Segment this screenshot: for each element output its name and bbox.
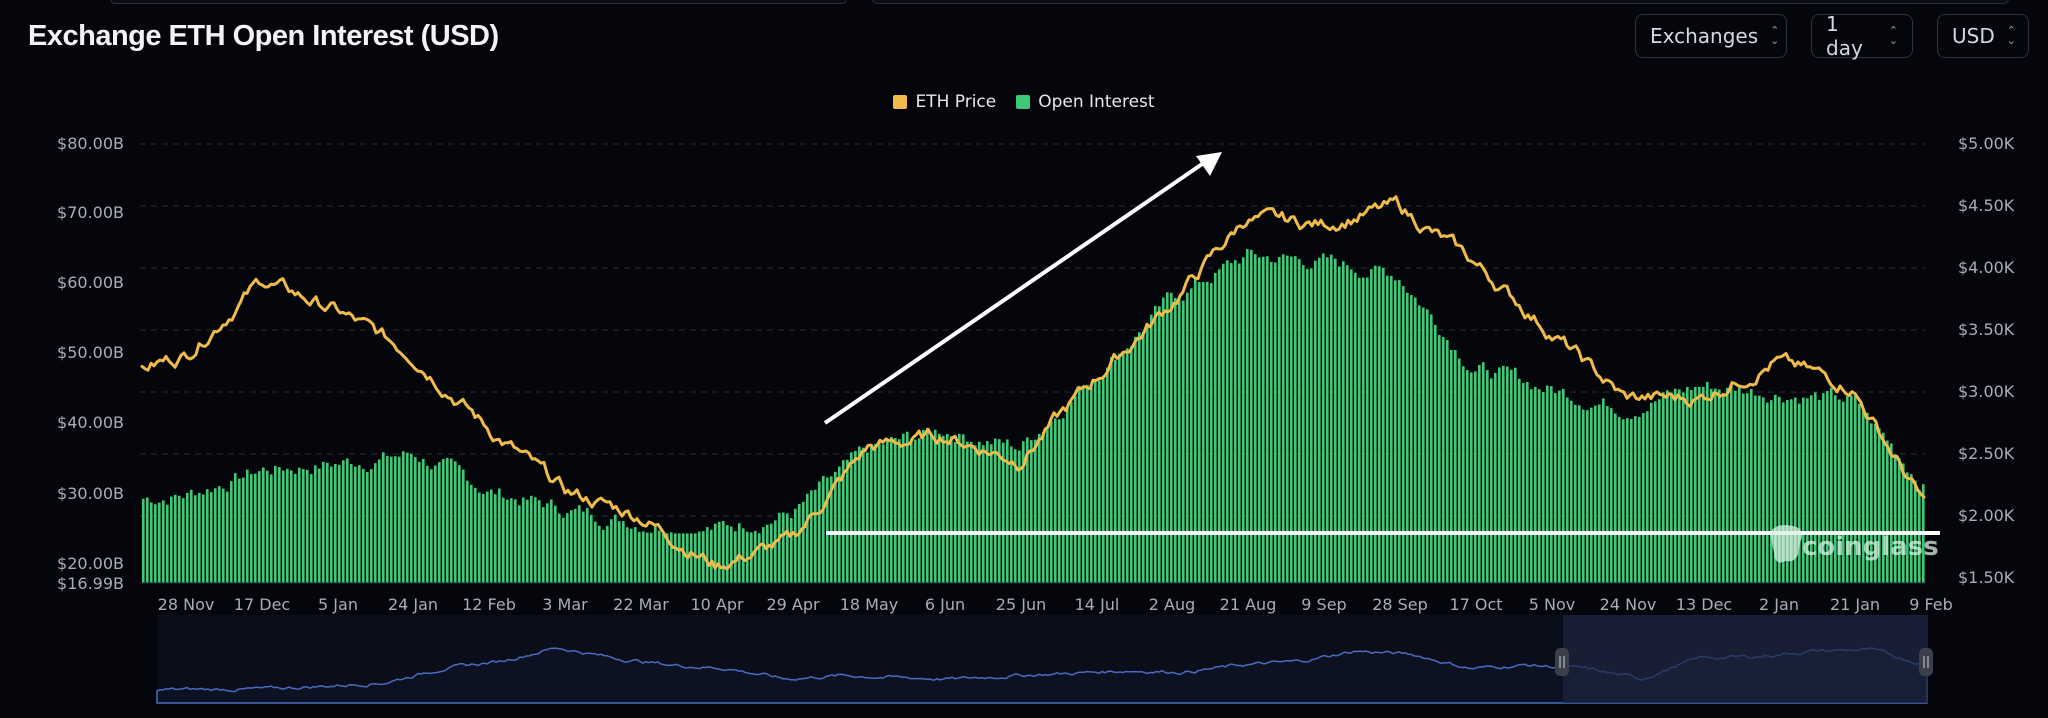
- x-axis-tick: 2 Aug: [1148, 595, 1196, 614]
- trend-arrow: [823, 152, 1222, 425]
- x-axis-tick: 25 Jun: [995, 595, 1047, 614]
- x-axis-tick: 9 Feb: [1909, 595, 1953, 614]
- updown-chevron-icon: ⌃ ⌄: [1770, 24, 1780, 47]
- legend-label: ETH Price: [915, 92, 997, 112]
- x-axis-tick: 12 Feb: [462, 595, 516, 614]
- right-axis-tick: $3.00K: [1958, 382, 2015, 401]
- left-axis-tick: $30.00B: [57, 484, 124, 503]
- x-axis-tick: 22 Mar: [613, 595, 669, 614]
- navigator-range[interactable]: [1569, 615, 1919, 703]
- right-axis-tick: $4.50K: [1958, 196, 2015, 215]
- updown-chevron-icon: ⌃ ⌄: [1888, 24, 1898, 47]
- x-axis-tick: 14 Jul: [1074, 595, 1120, 614]
- x-axis-tick: 21 Jan: [1829, 595, 1881, 614]
- x-axis-tick: 24 Jan: [387, 595, 439, 614]
- left-axis-tick: $50.00B: [57, 343, 124, 362]
- open-interest-swatch-icon: [1016, 95, 1031, 109]
- right-axis-tick: $3.50K: [1958, 320, 2015, 339]
- x-axis-tick: 5 Jan: [318, 595, 358, 614]
- x-axis-tick: 17 Oct: [1449, 595, 1503, 614]
- currency-select[interactable]: USD ⌃ ⌄: [1937, 14, 2029, 58]
- navigator-left-handle: [1555, 648, 1569, 676]
- navigator-right-handle: [1919, 648, 1933, 676]
- legend-item-eth-price[interactable]: ETH Price: [893, 92, 996, 112]
- x-axis-tick: 3 Mar: [542, 595, 588, 614]
- exchanges-select[interactable]: Exchanges ⌃ ⌄: [1635, 14, 1787, 58]
- x-axis-tick: 28 Nov: [157, 595, 215, 614]
- x-axis-tick: 5 Nov: [1528, 595, 1576, 614]
- page-title: Exchange ETH Open Interest (USD): [28, 20, 499, 52]
- x-axis-tick: 18 May: [839, 595, 899, 614]
- eth-price-line: [140, 195, 1926, 571]
- navigator-left-handle[interactable]: [1555, 648, 1569, 676]
- interval-select-label: 1 day: [1826, 12, 1863, 60]
- x-axis-tick: 9 Sep: [1301, 595, 1347, 614]
- updown-chevron-icon: ⌃ ⌄: [2006, 24, 2016, 47]
- x-axis-tick: 29 Apr: [766, 595, 820, 614]
- exchanges-select-label: Exchanges: [1650, 24, 1759, 48]
- left-axis-tick: $60.00B: [57, 273, 124, 292]
- right-axis-tick: $1.50K: [1958, 568, 2015, 587]
- right-axis-tick: $2.50K: [1958, 444, 2015, 463]
- left-axis-tick: $16.99B: [57, 574, 124, 593]
- legend-item-open-interest[interactable]: Open Interest: [1016, 92, 1155, 112]
- navigator-selection: [1563, 615, 1928, 703]
- x-axis-tick: 28 Sep: [1372, 595, 1428, 614]
- right-axis-tick: $5.00K: [1958, 134, 2015, 153]
- x-axis-tick: 2 Jan: [1759, 595, 1799, 614]
- interval-select[interactable]: 1 day ⌃ ⌄: [1811, 12, 1913, 60]
- left-axis-tick: $20.00B: [57, 554, 124, 573]
- left-axis-tick: $70.00B: [57, 203, 124, 222]
- chart-legend: ETH Price Open Interest: [0, 92, 2048, 112]
- navigator-right-handle[interactable]: [1919, 648, 1933, 676]
- left-axis-tick: $80.00B: [57, 134, 124, 153]
- x-axis-tick: 10 Apr: [690, 595, 744, 614]
- legend-label: Open Interest: [1038, 92, 1155, 112]
- currency-select-label: USD: [1952, 24, 1995, 48]
- right-axis-tick: $2.00K: [1958, 506, 2015, 525]
- right-axis-tick: $4.00K: [1958, 258, 2015, 277]
- range-navigator: [156, 615, 1933, 704]
- eth-price-swatch-icon: [893, 95, 908, 109]
- x-axis-tick: 17 Dec: [233, 595, 291, 614]
- coinglass-watermark: [1770, 525, 1802, 563]
- coinglass-watermark-text: coinglass: [1802, 532, 1939, 562]
- x-axis-tick: 21 Aug: [1219, 595, 1277, 614]
- open-interest-bars: [142, 248, 1925, 584]
- x-axis-tick: 13 Dec: [1675, 595, 1733, 614]
- x-axis-tick: 6 Jun: [924, 595, 966, 614]
- left-axis-tick: $40.00B: [57, 413, 124, 432]
- x-axis-tick: 24 Nov: [1599, 595, 1657, 614]
